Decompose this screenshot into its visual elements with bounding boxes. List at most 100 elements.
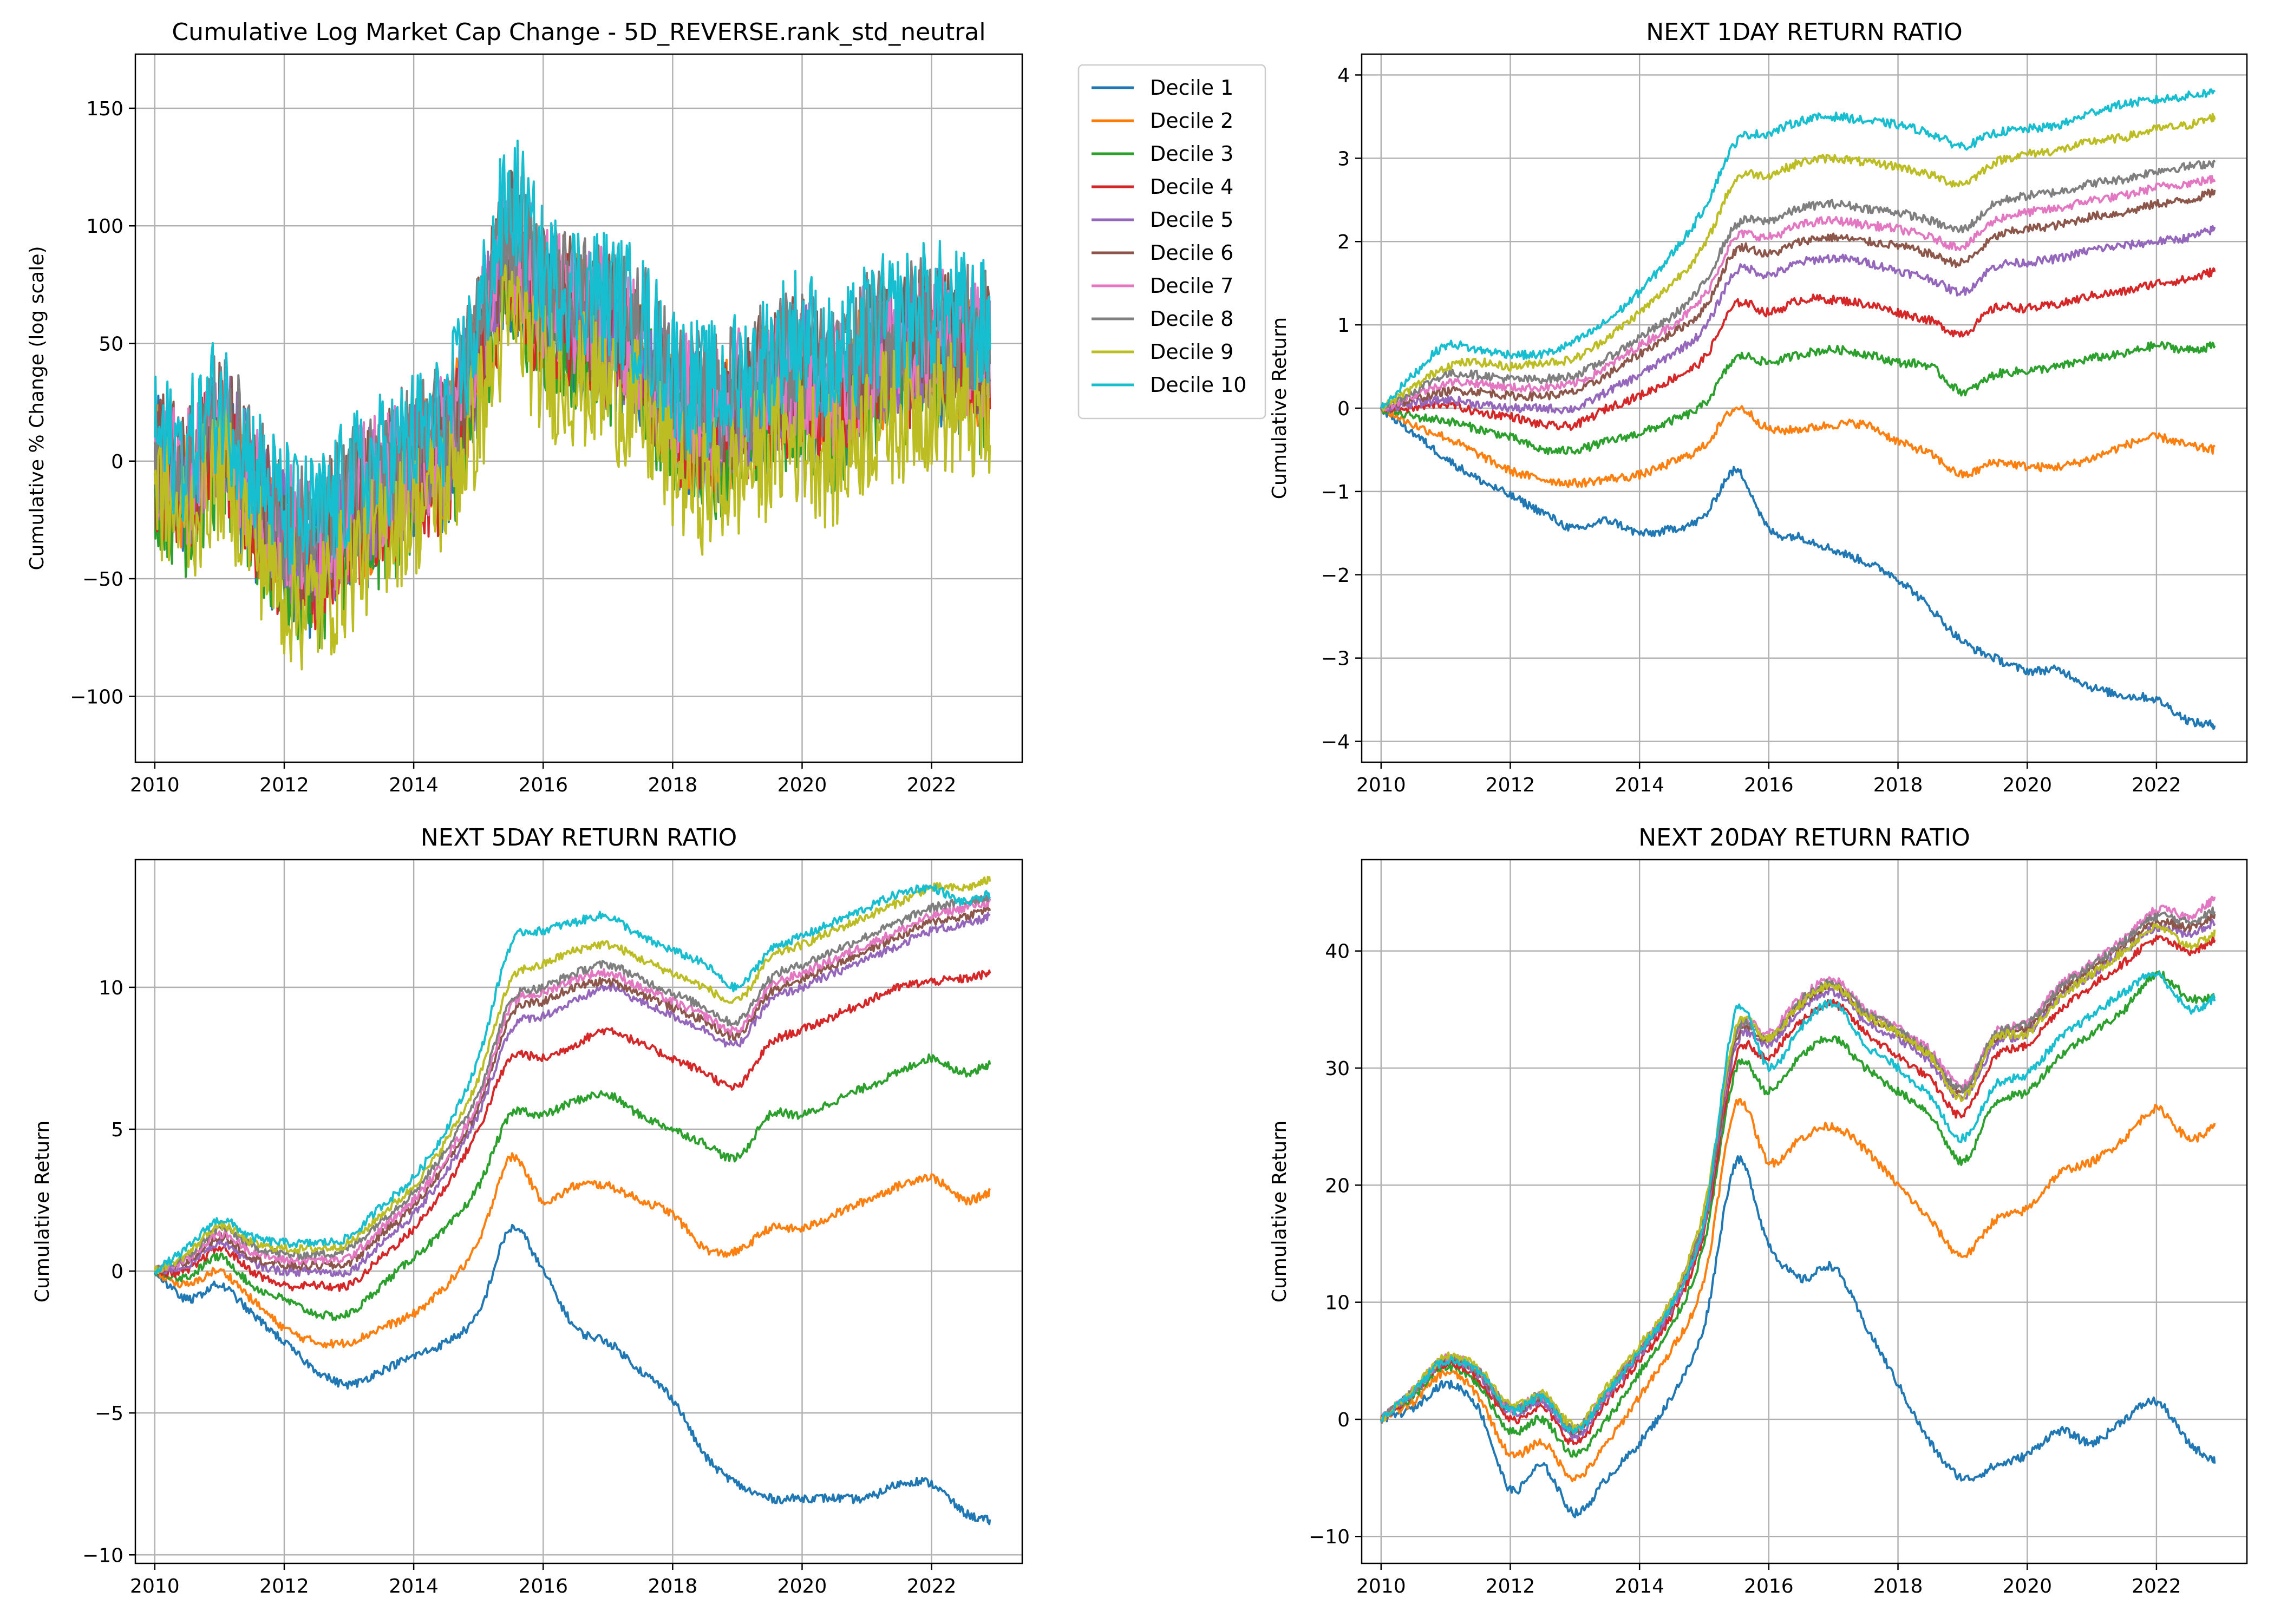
series-line-decile-1 <box>1380 406 2216 730</box>
series-line-decile-1 <box>153 1223 991 1525</box>
x-tick-label: 2010 <box>130 1575 180 1597</box>
y-tick-label: 1 <box>1337 315 1350 337</box>
y-tick-label: 150 <box>86 98 123 120</box>
y-tick-label: 5 <box>111 1119 123 1141</box>
legend-label: Decile 8 <box>1150 307 1233 331</box>
legend-label: Decile 9 <box>1150 340 1233 364</box>
x-tick-label: 2016 <box>518 774 568 796</box>
x-tick-label: 2014 <box>389 774 439 796</box>
series-line-decile-9 <box>153 264 991 671</box>
legend-label: Decile 10 <box>1150 373 1246 397</box>
chart-title: Cumulative Log Market Cap Change - 5D_RE… <box>172 18 985 46</box>
y-tick-label: 100 <box>86 215 123 238</box>
y-tick-label: −5 <box>95 1403 123 1425</box>
x-tick-label: 2010 <box>130 774 180 796</box>
y-tick-label: 0 <box>1337 1409 1350 1431</box>
y-tick-label: −2 <box>1321 565 1350 587</box>
legend-label: Decile 6 <box>1150 241 1233 265</box>
y-tick-label: −10 <box>1309 1526 1350 1548</box>
y-tick-label: −1 <box>1321 481 1350 503</box>
x-tick-label: 2022 <box>2132 774 2181 796</box>
x-tick-label: 2014 <box>1615 774 1664 796</box>
x-tick-label: 2022 <box>907 774 957 796</box>
series-line-decile-4 <box>153 970 991 1292</box>
x-tick-label: 2016 <box>1744 1575 1794 1597</box>
y-axis-label: Cumulative % Change (log scale) <box>26 246 48 570</box>
series-line-decile-3 <box>1380 970 2216 1458</box>
chart-title: NEXT 5DAY RETURN RATIO <box>421 824 737 852</box>
series-line-decile-10 <box>1380 971 2216 1435</box>
series-line-decile-1 <box>1380 1155 2216 1518</box>
x-tick-label: 2010 <box>1356 1575 1406 1597</box>
series-line-decile-3 <box>1380 340 2216 455</box>
x-tick-label: 2020 <box>2002 774 2052 796</box>
chart-title: NEXT 20DAY RETURN RATIO <box>1638 824 1970 852</box>
series-line-decile-5 <box>1380 225 2216 415</box>
y-tick-label: −50 <box>82 568 123 591</box>
y-axis-label: Cumulative Return <box>1269 317 1291 499</box>
y-tick-label: 10 <box>99 977 123 999</box>
series-line-decile-10 <box>153 139 991 575</box>
y-axis-label: Cumulative Return <box>31 1121 54 1302</box>
y-tick-label: 0 <box>111 1261 123 1283</box>
series-line-decile-9 <box>1380 113 2216 412</box>
legend-label: Decile 4 <box>1150 175 1233 199</box>
x-tick-label: 2016 <box>518 1575 568 1597</box>
y-tick-label: 2 <box>1337 231 1350 253</box>
axes-frame <box>1361 859 2248 1564</box>
x-tick-label: 2010 <box>1356 774 1406 796</box>
axes-frame <box>134 53 1023 763</box>
y-tick-label: 0 <box>1337 398 1350 420</box>
series-line-decile-10 <box>1380 88 2216 409</box>
y-tick-label: −100 <box>70 686 123 708</box>
legend-label: Decile 3 <box>1150 142 1233 166</box>
y-tick-label: −4 <box>1321 731 1350 754</box>
y-tick-label: 20 <box>1325 1175 1350 1197</box>
y-tick-label: 50 <box>99 333 123 355</box>
chart-log-market-cap-change: 2010 2012 2014 2016 2018 2020 2022 −100 −50 0 50 10… <box>26 18 1023 796</box>
y-tick-label: 30 <box>1325 1058 1350 1080</box>
chart-next-20day-return: 2010 2012 2014 2016 2018 2020 2022 −10 0 10 20 30 40… <box>1269 824 2248 1597</box>
axes-frame <box>134 859 1023 1564</box>
y-axis-label: Cumulative Return <box>1269 1121 1291 1302</box>
chart-next-5day-return: 2010 2012 2014 2016 2018 2020 2022 −10 −5 0 5 10 NEX… <box>31 824 1023 1597</box>
y-tick-label: 0 <box>111 451 123 473</box>
x-tick-label: 2018 <box>648 774 698 796</box>
x-tick-label: 2018 <box>1873 1575 1923 1597</box>
series-line-decile-2 <box>1380 1098 2216 1482</box>
chart-title: NEXT 1DAY RETURN RATIO <box>1646 18 1962 46</box>
legend-label: Decile 2 <box>1150 109 1233 133</box>
x-tick-label: 2020 <box>777 774 827 796</box>
series-line-decile-10 <box>154 884 991 1275</box>
x-tick-label: 2022 <box>2132 1575 2181 1597</box>
y-tick-label: 3 <box>1337 148 1350 170</box>
x-tick-label: 2018 <box>1873 774 1923 796</box>
series-line-decile-6 <box>154 905 991 1274</box>
x-tick-label: 2020 <box>777 1575 827 1597</box>
x-tick-label: 2012 <box>259 774 309 796</box>
x-tick-label: 2018 <box>648 1575 698 1597</box>
series-line-decile-2 <box>153 1152 991 1349</box>
series-line-decile-7 <box>1380 175 2216 412</box>
series-line-decile-6 <box>1380 188 2216 412</box>
x-tick-label: 2022 <box>907 1575 957 1597</box>
x-tick-label: 2014 <box>389 1575 439 1597</box>
legend: Decile 1 Decile 2 Decile 3 Decile 4 Decile 5… <box>1077 64 1266 420</box>
y-tick-label: 40 <box>1325 941 1350 963</box>
x-tick-label: 2016 <box>1744 774 1794 796</box>
x-tick-label: 2014 <box>1615 1575 1664 1597</box>
x-tick-label: 2012 <box>259 1575 309 1597</box>
series-line-decile-3 <box>154 1053 991 1321</box>
y-tick-label: 10 <box>1325 1292 1350 1314</box>
legend-label: Decile 1 <box>1150 76 1233 100</box>
x-tick-label: 2020 <box>2002 1575 2052 1597</box>
series-line-decile-2 <box>1380 405 2216 488</box>
legend-label: Decile 7 <box>1150 274 1233 298</box>
y-tick-label: 4 <box>1337 64 1350 87</box>
series-line-decile-8 <box>1380 160 2216 412</box>
legend-label: Decile 5 <box>1150 208 1233 232</box>
chart-next-1day-return: 2010 2012 2014 2016 2018 2020 2022 −4 −3 −2 −1 0 1 2 3… <box>1269 18 2248 796</box>
x-tick-label: 2012 <box>1486 774 1535 796</box>
series-line-decile-9 <box>153 875 991 1274</box>
